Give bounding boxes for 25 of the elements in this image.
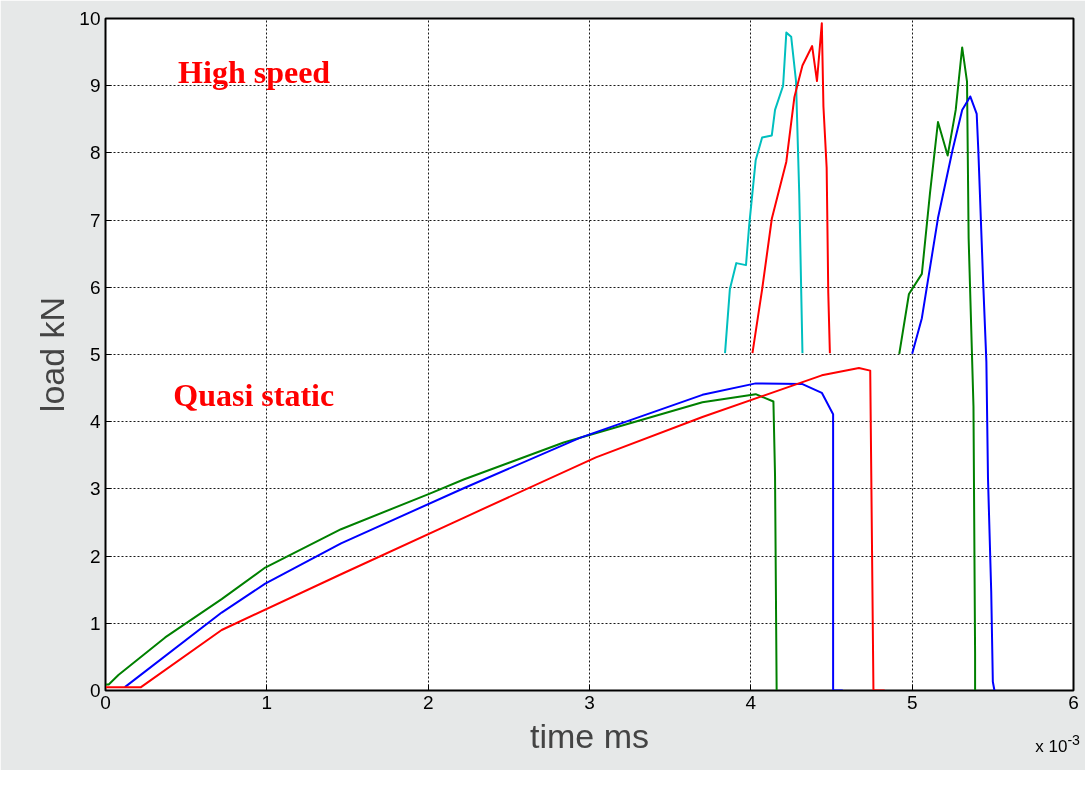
y-tick-label: 4 [89,411,101,433]
y-tick-label: 1 [89,612,101,634]
y-axis-title: load kN [33,296,72,413]
x-tick-label: 4 [745,691,757,713]
x-tick-label: 1 [261,691,273,713]
annotation: Quasi static [173,376,335,413]
text: x 10$^{-3}$ [1035,731,1080,758]
y-tick-label: 3 [89,478,101,500]
y-tick-label: 9 [89,75,101,97]
x-tick-label: 3 [584,691,595,713]
line-series [751,22,831,355]
line-series [724,31,804,355]
y-tick-label: 2 [89,545,101,567]
y-tick-label: 8 [89,142,101,164]
x-tick-label: 6 [1068,691,1079,713]
x-axis-title: time ms [530,716,649,755]
x-tick-label: 5 [906,691,918,713]
y-tick-label: 5 [89,344,101,365]
x-tick-label: 2 [422,691,434,713]
y-tick-label: 7 [89,209,101,231]
line-series [911,95,996,691]
annotation: High speed [178,54,331,91]
y-tick-label: 6 [89,276,101,298]
line-series [898,46,977,691]
y-tick-label: 10 [79,8,101,29]
